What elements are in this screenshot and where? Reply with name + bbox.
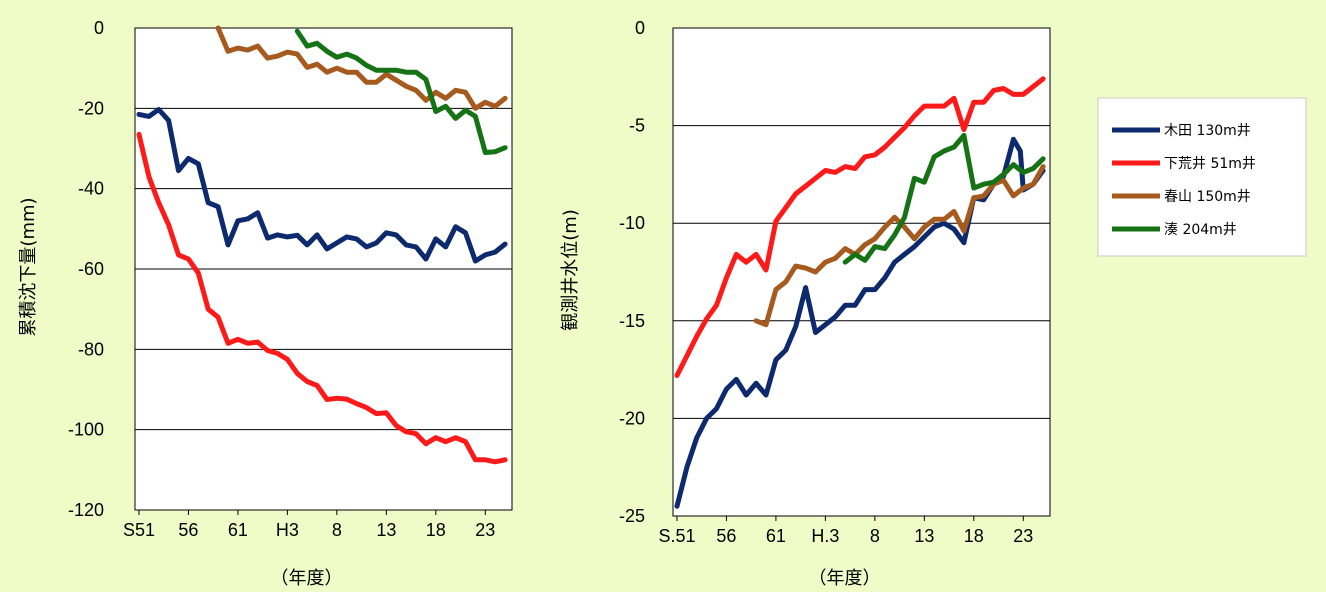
chart-2: 0 -5 -10 -15 -20 -25 S.51 56 61 H.3 8 13 18 23 （年度） 観測井… bbox=[560, 18, 1307, 589]
x-tick-label: 8 bbox=[332, 520, 342, 540]
x-axis-label: （年度） bbox=[809, 568, 881, 589]
chart-1: 0 -20 -40 -60 -80 -100 -120 S51 56 61 H3 8 13 18 23 （年度… bbox=[18, 18, 513, 589]
x-tick-label: 13 bbox=[376, 520, 396, 540]
y-tick-label: -100 bbox=[68, 420, 104, 440]
plot-area bbox=[672, 27, 1051, 517]
series-line-2 bbox=[136, 131, 508, 465]
y-tick-label: -40 bbox=[78, 179, 104, 199]
series-line-3 bbox=[215, 25, 508, 111]
x-tick-label: H.3 bbox=[811, 526, 839, 546]
y-tick-label: -80 bbox=[78, 339, 104, 359]
y-tick-label: -5 bbox=[629, 116, 645, 136]
y-axis-label: 累積沈下量(mm) bbox=[18, 197, 39, 336]
x-tick-label: 23 bbox=[1013, 526, 1033, 546]
x-tick-label: S51 bbox=[123, 520, 155, 540]
x-tick-label: 18 bbox=[964, 526, 984, 546]
x-tick-label: 61 bbox=[228, 520, 248, 540]
series-line-1 bbox=[136, 107, 508, 264]
x-tick-label: 56 bbox=[716, 526, 736, 546]
y-tick-label: 0 bbox=[94, 18, 104, 38]
x-tick-label: 23 bbox=[475, 520, 495, 540]
x-tick-label: S.51 bbox=[658, 526, 695, 546]
x-tick-label: 56 bbox=[178, 520, 198, 540]
y-axis-label: 観測井水位(m) bbox=[560, 209, 581, 331]
legend-label: 湊 204m井 bbox=[1164, 221, 1237, 238]
x-tick-label: 18 bbox=[426, 520, 446, 540]
y-tick-label: -25 bbox=[619, 506, 645, 526]
x-tick-label: 61 bbox=[766, 526, 786, 546]
y-tick-label: -20 bbox=[619, 408, 645, 428]
y-tick-label: -20 bbox=[78, 98, 104, 118]
y-tick-label: -60 bbox=[78, 259, 104, 279]
y-tick-label: -15 bbox=[619, 311, 645, 331]
y-tick-label: 0 bbox=[635, 18, 645, 38]
legend-label: 下荒井 51m井 bbox=[1164, 156, 1256, 172]
legend-label: 春山 150m井 bbox=[1164, 189, 1251, 205]
x-tick-label: 13 bbox=[914, 526, 934, 546]
x-tick-label: H3 bbox=[276, 520, 299, 540]
y-tick-label: -10 bbox=[619, 213, 645, 233]
series-line-2 bbox=[674, 76, 1046, 378]
series-line-4 bbox=[294, 28, 508, 155]
y-tick-label: -120 bbox=[68, 500, 104, 520]
series-line-4 bbox=[842, 132, 1046, 265]
x-axis-label: （年度） bbox=[271, 568, 343, 589]
legend-label: 木田 130m井 bbox=[1164, 123, 1251, 139]
x-tick-label: 8 bbox=[870, 526, 880, 546]
